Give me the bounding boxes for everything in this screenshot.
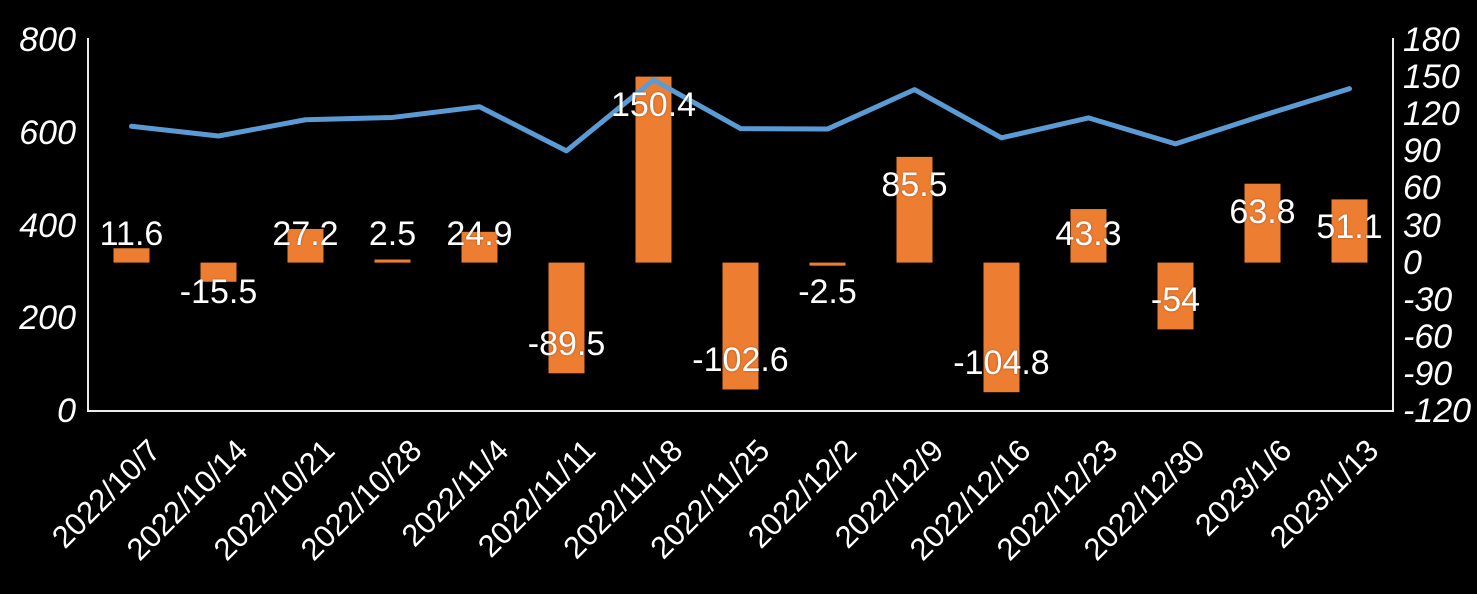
left-axis-tick: 200 bbox=[19, 299, 76, 338]
bar-2022/12/9 bbox=[896, 156, 933, 263]
bar-value-label: 43.3 bbox=[1055, 214, 1122, 253]
left-axis-tick: 600 bbox=[19, 113, 76, 152]
bar-value-label: -2.5 bbox=[798, 272, 857, 311]
bar-2022/12/23 bbox=[1070, 209, 1107, 263]
right-axis-tick: 90 bbox=[1403, 132, 1441, 171]
line-series bbox=[129, 77, 1352, 154]
bar-2022/10/21 bbox=[287, 228, 324, 263]
right-axis-tick: -60 bbox=[1403, 317, 1453, 356]
bar-value-label: -15.5 bbox=[179, 272, 258, 311]
bar-2022/10/14 bbox=[200, 262, 237, 282]
bar-2022/12/30 bbox=[1157, 262, 1194, 330]
bottom-axis-line bbox=[87, 410, 1394, 412]
bar-value-label: 24.9 bbox=[446, 214, 513, 253]
bar-value-label: 85.5 bbox=[881, 165, 948, 204]
bar-2022/11/25 bbox=[722, 262, 759, 390]
bar-2022/10/7 bbox=[113, 248, 150, 263]
right-axis-tick: -30 bbox=[1403, 280, 1453, 319]
bar-value-label: -104.8 bbox=[953, 344, 1050, 383]
left-axis-tick: 800 bbox=[19, 21, 76, 59]
right-axis-tick: 150 bbox=[1403, 58, 1460, 97]
bar-value-label: 63.8 bbox=[1229, 192, 1296, 231]
bar-2022/12/16 bbox=[983, 262, 1020, 393]
bar-2022/11/4 bbox=[461, 231, 498, 263]
bar-value-label: 51.1 bbox=[1316, 208, 1383, 247]
right-axis-tick: 0 bbox=[1403, 243, 1422, 282]
bar-value-label: -102.6 bbox=[692, 341, 789, 380]
bar-2022/11/11 bbox=[548, 262, 585, 374]
bar-2023/1/6 bbox=[1244, 183, 1281, 263]
bar-2022/12/2 bbox=[809, 262, 846, 266]
right-axis-tick: -120 bbox=[1403, 392, 1472, 430]
right-axis-tick: 30 bbox=[1403, 206, 1441, 245]
bar-value-label: -89.5 bbox=[527, 325, 606, 364]
right-axis-line bbox=[1392, 38, 1394, 412]
bar-value-label: 150.4 bbox=[610, 85, 697, 124]
bar-value-label: 2.5 bbox=[368, 214, 417, 253]
right-axis-tick: 120 bbox=[1403, 95, 1460, 134]
bar-value-label: 27.2 bbox=[272, 214, 339, 253]
left-axis-line bbox=[87, 38, 89, 412]
left-axis-tick: 0 bbox=[57, 392, 76, 430]
bar-2023/1/13 bbox=[1331, 199, 1368, 263]
left-axis-tick: 400 bbox=[19, 206, 76, 245]
right-axis-tick: 60 bbox=[1403, 169, 1441, 208]
bar-value-label: 11.6 bbox=[99, 214, 164, 253]
right-axis-tick: 180 bbox=[1403, 21, 1460, 59]
bar-2022/11/18 bbox=[635, 76, 672, 263]
bar-value-label: -54 bbox=[1150, 281, 1201, 320]
right-axis-tick: -90 bbox=[1403, 354, 1453, 393]
bar-2022/10/28 bbox=[374, 259, 411, 263]
